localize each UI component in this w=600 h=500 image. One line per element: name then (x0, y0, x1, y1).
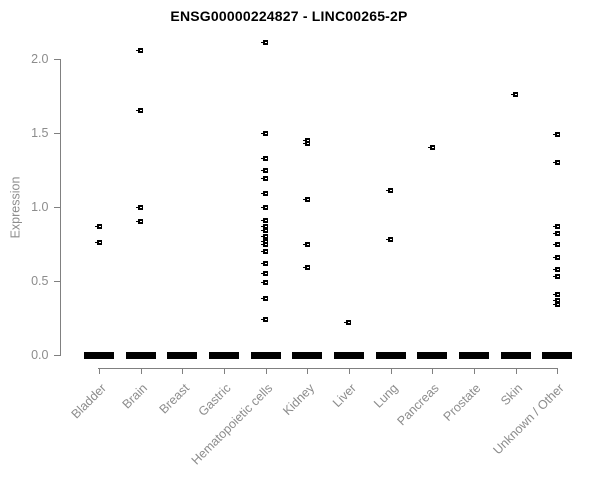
data-point (302, 140, 310, 146)
data-point (136, 108, 144, 114)
x-category-label-text: Pancreas (394, 381, 443, 429)
zero-expression-cluster (84, 351, 114, 359)
y-tick-label: 1.5 (31, 126, 49, 140)
data-point (261, 217, 269, 223)
data-point (386, 237, 394, 243)
y-tick-label: 0.0 (31, 348, 49, 362)
y-tick-label: 0.5 (31, 274, 49, 288)
data-point (302, 197, 310, 203)
data-point (261, 176, 269, 182)
zero-expression-cluster (250, 351, 281, 359)
data-point (344, 319, 352, 325)
data-point (261, 191, 269, 197)
x-tick (99, 368, 100, 374)
data-point (261, 228, 269, 234)
data-point (136, 219, 144, 225)
x-category-label-text: Gastric (195, 381, 234, 419)
data-point (552, 223, 560, 229)
data-point (386, 188, 394, 194)
data-point (552, 291, 560, 297)
data-point (261, 167, 269, 173)
data-point (261, 155, 269, 161)
chart-title: ENSG00000224827 - LINC00265-2P (170, 8, 408, 24)
y-tick (53, 133, 60, 134)
data-point (136, 47, 144, 53)
data-point (552, 131, 560, 137)
x-tick (348, 368, 350, 374)
zero-expression-cluster (542, 351, 573, 359)
x-category-label-text: Liver (329, 381, 359, 411)
x-category-label-text: Hematopoietic cells (188, 381, 276, 468)
y-tick (53, 59, 60, 60)
x-tick (390, 368, 392, 374)
data-point (552, 160, 560, 166)
data-point (261, 296, 269, 302)
zero-expression-cluster (167, 351, 198, 359)
x-category-label-text: Bladder (68, 381, 109, 422)
data-point (302, 137, 310, 143)
data-point (261, 316, 269, 322)
data-point (552, 241, 560, 247)
y-axis-line (59, 59, 61, 356)
data-point (261, 223, 269, 229)
zero-expression-cluster (208, 351, 239, 359)
y-tick-label: 2.0 (31, 52, 49, 66)
data-point (94, 240, 102, 246)
x-tick (432, 368, 434, 374)
data-point (261, 248, 269, 254)
x-axis-line (98, 368, 559, 369)
x-category-label-text: Prostate (440, 381, 484, 424)
data-point (302, 265, 310, 271)
x-category-label-text: Breast (156, 381, 193, 417)
data-point (261, 260, 269, 266)
zero-expression-cluster (375, 351, 406, 359)
zero-expression-cluster (125, 351, 156, 359)
data-point (261, 279, 269, 285)
data-point (427, 145, 435, 151)
data-point (261, 238, 269, 244)
data-point (302, 241, 310, 247)
data-point (136, 204, 144, 210)
x-category-label-text: Kidney (280, 381, 318, 418)
y-tick (53, 207, 60, 208)
zero-expression-cluster (292, 351, 323, 359)
data-point (261, 234, 269, 240)
x-tick (140, 368, 142, 374)
x-category-label-text: Lung (370, 381, 401, 411)
data-point (261, 271, 269, 277)
x-tick (223, 368, 225, 374)
x-tick (307, 368, 309, 374)
data-point (261, 241, 269, 247)
data-point (552, 274, 560, 280)
zero-expression-cluster (458, 351, 489, 359)
data-point (552, 231, 560, 237)
y-tick (53, 355, 60, 356)
data-point (261, 204, 269, 210)
x-tick (182, 368, 184, 374)
data-point (511, 92, 518, 98)
data-point (94, 223, 102, 229)
zero-expression-cluster (500, 351, 531, 359)
x-tick (557, 368, 559, 374)
x-tick (473, 368, 475, 374)
data-point (552, 302, 560, 308)
data-point (552, 297, 560, 303)
data-point (261, 130, 269, 136)
x-tick (515, 368, 517, 374)
y-tick-label: 1.0 (31, 200, 49, 214)
data-point (552, 254, 560, 260)
y-tick (53, 281, 60, 282)
data-point (261, 40, 269, 46)
data-point (552, 266, 560, 272)
x-tick (265, 368, 267, 374)
x-category-label-text: Brain (120, 381, 151, 412)
zero-expression-cluster (333, 351, 364, 359)
x-category-label-text: Skin (498, 381, 526, 409)
zero-expression-cluster (417, 351, 448, 359)
